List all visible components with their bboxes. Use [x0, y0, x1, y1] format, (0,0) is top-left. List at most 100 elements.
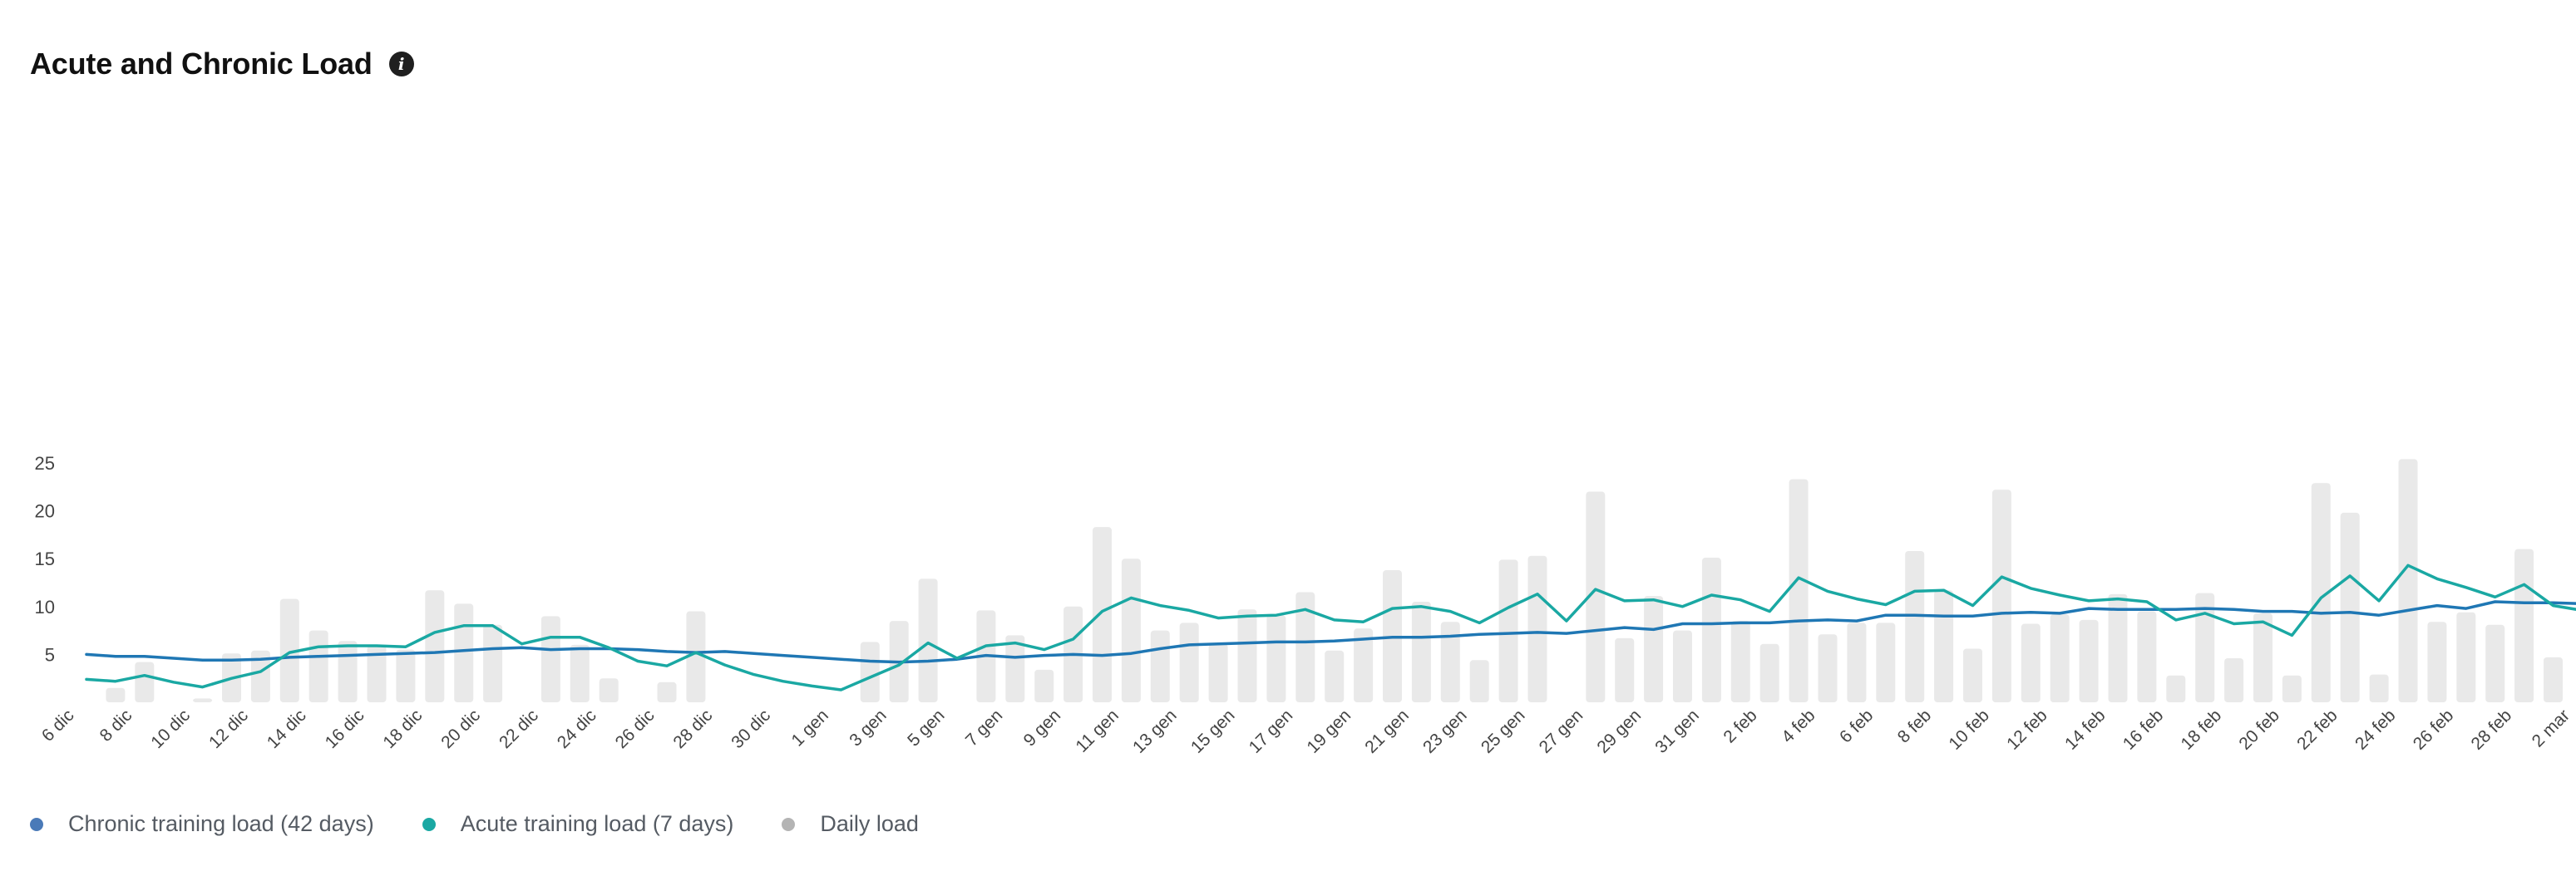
legend-label-daily: Daily load	[820, 811, 919, 836]
x-tick-label: 10 dic	[147, 706, 194, 752]
chart-plot: 5 10 15 20 25 6 dic 8 dic 10 dic 12 dic 14 dic 16 …	[35, 453, 2576, 757]
daily-load-bar	[308, 630, 328, 702]
x-tick-label: 21 gen	[1361, 706, 1413, 757]
daily-load-bar	[250, 650, 270, 702]
x-tick-label: 3 gen	[846, 706, 890, 750]
x-tick-label: 6 dic	[38, 706, 78, 746]
daily-load-bar	[367, 646, 387, 702]
daily-load-bar	[2282, 675, 2302, 702]
legend-swatch-chronic	[30, 817, 43, 831]
daily-load-bar	[2544, 657, 2563, 702]
acute-load-line	[85, 563, 2576, 691]
daily-load-bar	[2456, 612, 2476, 702]
daily-load-bar	[2050, 614, 2070, 702]
x-tick-label: 25 gen	[1478, 706, 1529, 757]
daily-load-bar	[396, 649, 416, 702]
x-tick-label: 6 feb	[1836, 706, 1877, 746]
daily-load-bar	[454, 603, 474, 702]
x-tick-label: 20 dic	[437, 706, 484, 752]
x-tick-label: 11 gen	[1072, 706, 1123, 756]
x-tick-label: 15 gen	[1187, 706, 1239, 757]
y-tick-label: 10	[35, 597, 55, 618]
daily-load-bar	[1179, 623, 1199, 702]
x-tick-label: 2 feb	[1720, 706, 1760, 746]
x-tick-label: 28 dic	[669, 706, 716, 752]
chart-title: Acute and Chronic Load	[30, 47, 373, 81]
daily-load-bar	[1847, 623, 1867, 702]
daily-load-bar	[1005, 635, 1025, 702]
daily-load-bar	[2427, 622, 2447, 702]
legend-item-acute[interactable]: Acute training load (7 days)	[422, 811, 734, 837]
x-tick-label: 26 dic	[612, 706, 659, 752]
daily-load-bar	[2398, 459, 2418, 702]
legend-label-acute: Acute training load (7 days)	[460, 811, 734, 836]
daily-load-bar	[2137, 611, 2157, 702]
daily-load-bar	[1963, 648, 1982, 702]
x-tick-label: 22 dic	[496, 706, 542, 752]
daily-load-bar	[1266, 615, 1286, 702]
x-tick-label: 28 feb	[2468, 706, 2516, 754]
daily-load-bar	[1730, 621, 1750, 702]
info-icon[interactable]: i	[388, 52, 414, 76]
daily-load-bar	[1818, 634, 1838, 702]
daily-load-bar	[1527, 555, 1547, 702]
chart-header: Acute and Chronic Load i	[30, 47, 414, 81]
x-tick-label: 14 dic	[264, 706, 310, 752]
daily-load-bar	[2021, 623, 2041, 702]
y-tick-label: 20	[35, 501, 55, 522]
daily-load-bar	[1208, 643, 1228, 702]
daily-load-bar	[1237, 609, 1257, 702]
daily-load-bar	[2079, 619, 2099, 702]
daily-load-bar	[686, 611, 706, 702]
daily-load-bar	[483, 624, 503, 702]
daily-load-bar	[1469, 660, 1489, 702]
x-tick-label: 24 feb	[2351, 706, 2400, 754]
daily-load-bar	[1093, 527, 1112, 702]
daily-load-bar	[1759, 643, 1779, 702]
daily-load-bar	[1701, 558, 1721, 702]
x-tick-label: 12 dic	[205, 706, 252, 752]
x-tick-label: 4 feb	[1778, 706, 1818, 746]
daily-load-bar	[1295, 592, 1315, 702]
y-tick-label: 5	[45, 644, 55, 665]
daily-load-bar	[135, 662, 155, 702]
legend-swatch-daily	[782, 817, 796, 831]
daily-load-bar	[1034, 669, 1054, 702]
chart-legend: Chronic training load (42 days) Acute tr…	[30, 811, 967, 837]
daily-load-bar	[2108, 593, 2128, 702]
daily-load-bar	[2340, 512, 2360, 702]
daily-load-bar	[1991, 490, 2011, 702]
daily-load-bar	[540, 616, 560, 702]
x-tick-label: 22 feb	[2293, 706, 2342, 754]
daily-load-bar	[1615, 637, 1635, 702]
x-tick-label: 26 feb	[2410, 706, 2458, 754]
daily-load-bar	[425, 590, 445, 702]
x-tick-label: 20 feb	[2235, 706, 2283, 754]
x-tick-label: 27 gen	[1536, 706, 1587, 757]
y-tick-label: 25	[35, 453, 55, 474]
legend-swatch-acute	[422, 817, 436, 831]
daily-load-bar	[1789, 479, 1809, 702]
x-tick-label: 13 gen	[1129, 706, 1181, 757]
daily-load-bar	[1586, 491, 1606, 702]
x-tick-label: 8 feb	[1894, 706, 1935, 746]
daily-load-bar	[1440, 622, 1460, 702]
daily-load-bar	[1673, 630, 1692, 702]
daily-load-bar	[570, 644, 590, 702]
daily-load-bar	[338, 641, 358, 702]
daily-load-bar	[2195, 593, 2215, 702]
legend-item-daily[interactable]: Daily load	[782, 811, 919, 837]
legend-label-chronic: Chronic training load (42 days)	[68, 811, 374, 836]
daily-load-bar	[2514, 549, 2534, 702]
daily-load-bar	[1498, 559, 1518, 702]
daily-load-bar	[2485, 624, 2505, 702]
legend-item-chronic[interactable]: Chronic training load (42 days)	[30, 811, 374, 837]
daily-load-bar	[2369, 674, 2389, 702]
daily-load-bar	[860, 642, 880, 702]
x-tick-label: 8 dic	[96, 706, 136, 746]
daily-load-bar	[106, 687, 126, 702]
x-tick-label: 18 dic	[379, 706, 426, 752]
x-tick-label: 1 gen	[788, 706, 832, 750]
x-tick-label: 19 gen	[1303, 706, 1355, 757]
daily-load-bar	[1411, 602, 1431, 702]
